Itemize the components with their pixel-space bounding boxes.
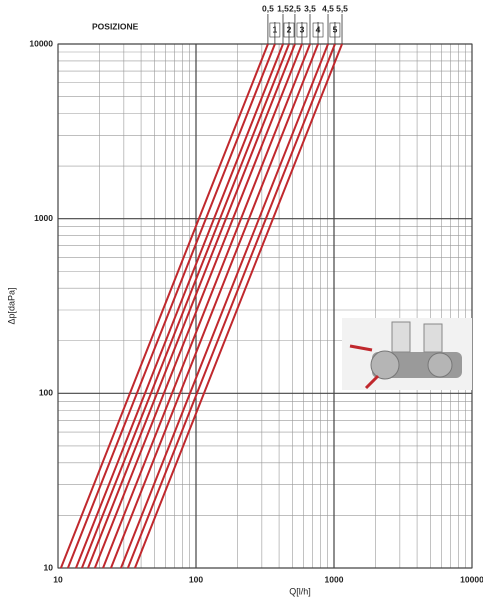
position-label: 2,5 (289, 3, 301, 13)
position-line (110, 43, 319, 569)
position-label: 3,5 (304, 3, 316, 13)
position-label: 4,5 (322, 3, 334, 13)
position-box (329, 22, 341, 38)
position-label: 5 (333, 24, 338, 34)
position-box (283, 22, 295, 38)
x-axis-label: Q[l/h] (289, 586, 311, 596)
position-line (134, 43, 343, 569)
position-box (296, 22, 308, 38)
position-line (66, 43, 276, 569)
y-tick-label: 100 (39, 388, 53, 398)
position-line (102, 43, 311, 569)
position-label: 0,5 (262, 3, 274, 13)
position-label: 1 (273, 24, 278, 34)
position-line (87, 43, 296, 569)
x-tick-label: 10 (53, 574, 63, 584)
position-line (120, 43, 329, 569)
plot-frame (57, 43, 473, 569)
chart-title: POSIZIONE (92, 21, 139, 31)
x-tick-label: 10000 (460, 574, 483, 584)
y-tick-label: 1000 (34, 213, 53, 223)
position-label: 5,5 (336, 3, 348, 13)
position-line (80, 43, 290, 569)
position-label: 2 (287, 24, 292, 34)
position-box (312, 22, 324, 38)
position-line (93, 43, 303, 569)
position-box (269, 22, 281, 38)
position-label: 1,5 (277, 3, 289, 13)
y-tick-label: 10 (44, 562, 54, 572)
position-line (59, 43, 269, 569)
valve-image (342, 318, 472, 390)
y-axis-label: Δp[daPa] (6, 287, 16, 324)
x-tick-label: 100 (189, 574, 203, 584)
x-tick-label: 1000 (325, 574, 344, 584)
position-line (126, 43, 336, 569)
position-line (75, 43, 284, 569)
y-tick-label: 10000 (29, 38, 53, 48)
position-label: 3 (300, 24, 305, 34)
position-label: 4 (316, 24, 321, 34)
